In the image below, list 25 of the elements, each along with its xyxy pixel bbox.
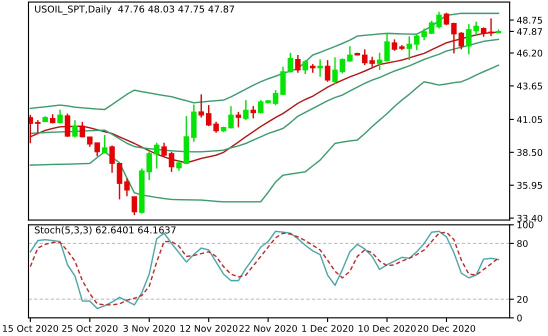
x-tick-label: 10 Dec 2020 <box>358 324 416 332</box>
text: 46.20 <box>517 50 542 57</box>
chart-title: USOIL_SPT,Daily 47.76 48.03 47.75 47.87 <box>35 5 234 15</box>
y-tick-label: 43.65 <box>517 82 542 90</box>
y-tick-label: 35.95 <box>517 182 542 189</box>
y-tick-label: 0 <box>517 314 522 322</box>
x-tick-label: 1 Dec 2020 <box>302 324 354 332</box>
x-tick-label: 20 Dec 2020 <box>418 324 476 332</box>
y-tick-label: 100 <box>518 221 534 228</box>
x-tick-label: 22 Nov 2020 <box>239 324 297 332</box>
y-tick-label: 48.75 <box>517 16 542 24</box>
x-tick-label: 3 Nov 2020 <box>124 324 176 332</box>
text: 33.40 <box>517 214 542 222</box>
x-tick-label: 15 Oct 2020 <box>3 324 58 332</box>
x-tick-label: 25 Oct 2020 <box>62 324 118 332</box>
x-tick-label: 12 Nov 2020 <box>180 324 238 332</box>
line-series <box>30 64 500 202</box>
text: 38.50 <box>517 149 542 156</box>
y-tick-label: 80 <box>517 240 528 248</box>
chart-title: Stoch(5,3,3) 62.6401 64.1637 <box>34 226 176 235</box>
y-tick-label: 47.87 <box>517 28 542 36</box>
y-tick-label: 20 <box>517 296 528 303</box>
candlestick <box>265 99 271 104</box>
y-tick-label: 41.05 <box>517 116 542 124</box>
candlestick <box>354 52 360 56</box>
